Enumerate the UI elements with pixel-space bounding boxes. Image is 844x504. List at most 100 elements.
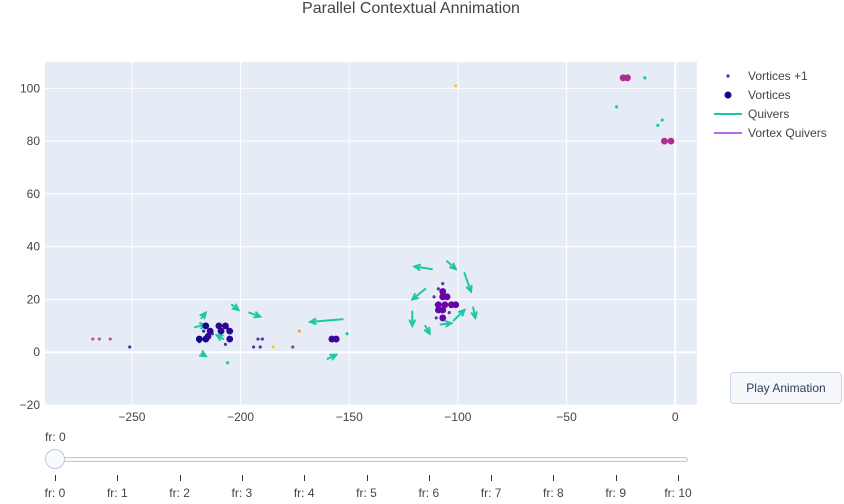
vortex-point bbox=[206, 327, 214, 335]
vortex-point bbox=[215, 322, 223, 330]
y-tick-label: 20 bbox=[27, 292, 41, 306]
points-layer bbox=[91, 74, 675, 365]
vortex-point bbox=[195, 335, 203, 343]
chart-title: Parallel Contextual Annimation bbox=[302, 0, 520, 17]
vortex-plus-1-point bbox=[441, 282, 445, 286]
slider-step-label[interactable]: fr: 6 bbox=[418, 486, 440, 500]
vortex-point bbox=[667, 137, 675, 145]
vortex-plus-1-point bbox=[271, 345, 275, 349]
quiver-arrowhead bbox=[198, 350, 208, 358]
quiver-arrowhead bbox=[457, 308, 467, 317]
legend-item-vortices[interactable]: Vortices bbox=[712, 85, 827, 104]
quiver-arrow bbox=[309, 318, 344, 323]
slider-step-label[interactable]: fr: 7 bbox=[480, 486, 502, 500]
vortex-point bbox=[226, 335, 234, 343]
quiver-arrowhead bbox=[253, 311, 263, 319]
vortex-point bbox=[439, 288, 447, 295]
quiver-arrowhead bbox=[214, 333, 224, 342]
dot-icon bbox=[724, 91, 732, 98]
legend-label: Quivers bbox=[748, 106, 790, 121]
y-tick-label: 80 bbox=[27, 134, 41, 148]
vortex-plus-1-point bbox=[223, 342, 227, 346]
slider-current-value: fr: 0 bbox=[45, 430, 66, 444]
vortex-plus-1-point bbox=[91, 337, 95, 341]
vortex-point bbox=[217, 327, 225, 335]
vortex-plus-1-point bbox=[434, 316, 438, 320]
vortex-point bbox=[441, 301, 449, 309]
vortex-point bbox=[624, 74, 631, 82]
grid-lines bbox=[45, 62, 697, 406]
vortex-plus-1-point bbox=[202, 329, 206, 333]
vortex-point bbox=[221, 322, 229, 330]
vortex-plus-1-point bbox=[252, 345, 256, 349]
vortex-plus-1-point bbox=[454, 84, 458, 88]
quiver-arrow bbox=[463, 272, 472, 293]
vortex-point bbox=[332, 335, 340, 343]
plot-area bbox=[45, 62, 697, 405]
x-tick-label: 0 bbox=[672, 410, 679, 424]
vortex-plus-1-point bbox=[258, 345, 262, 349]
slider-tick-mark bbox=[304, 475, 306, 481]
vortex-plus-1-point bbox=[297, 329, 301, 333]
vortex-point bbox=[661, 137, 668, 145]
slider-tick-mark bbox=[55, 475, 56, 481]
quiver-arrowhead bbox=[408, 319, 416, 329]
quiver-arrowhead bbox=[444, 320, 454, 328]
vortex-plus-1-point bbox=[643, 76, 647, 80]
quiver-arrow bbox=[411, 287, 427, 301]
vortex-point bbox=[439, 314, 447, 322]
slider-tick-mark bbox=[179, 475, 181, 481]
slider-step-label[interactable]: fr: 4 bbox=[293, 486, 315, 500]
quiver-arrowhead bbox=[423, 326, 431, 336]
play-animation-button[interactable]: Play Animation bbox=[730, 372, 842, 404]
quiver-arrowhead bbox=[231, 303, 241, 312]
y-tick-label: −20 bbox=[20, 398, 41, 412]
slider-step-label[interactable]: fr: 1 bbox=[106, 486, 128, 500]
quiver-arrowhead bbox=[449, 262, 458, 271]
legend-item-vortices-plus-1[interactable]: Vortices +1 bbox=[712, 66, 827, 85]
slider-step-label[interactable]: fr: 5 bbox=[356, 486, 377, 500]
legend-item-vortex-quivers[interactable]: Vortex Quivers bbox=[712, 123, 827, 142]
slider-step-label[interactable]: fr: 3 bbox=[231, 486, 253, 500]
quiver-arrowhead bbox=[465, 284, 473, 294]
slider-track[interactable] bbox=[46, 457, 688, 462]
slider-tick-mark bbox=[491, 475, 493, 481]
vortex-point bbox=[204, 333, 212, 340]
slider-step-label[interactable]: fr: 0 bbox=[44, 486, 66, 500]
slider-step-label[interactable]: fr: 9 bbox=[605, 486, 627, 500]
line-icon bbox=[714, 131, 742, 134]
vortex-plus-1-point bbox=[260, 337, 264, 341]
quiver-arrowhead bbox=[470, 311, 478, 321]
x-tick-label: −150 bbox=[336, 410, 363, 424]
slider-tick-mark bbox=[241, 475, 243, 481]
vortex-plus-1-point bbox=[256, 337, 260, 341]
quiver-arrow bbox=[413, 265, 433, 271]
x-axis-ticks: −250 −200 −150 −100 −50 0 bbox=[118, 410, 679, 424]
vortex-plus-1-point bbox=[432, 295, 436, 299]
vortex-plus-1-point bbox=[97, 337, 101, 341]
y-axis-ticks: −20 0 20 40 60 80 100 bbox=[20, 81, 41, 412]
vortex-plus-1-point bbox=[436, 287, 440, 291]
vortex-plus-1-point bbox=[225, 361, 230, 365]
y-tick-label: 40 bbox=[27, 240, 41, 254]
vortex-plus-1-point bbox=[660, 118, 664, 122]
slider-step-label[interactable]: fr: 2 bbox=[169, 486, 190, 500]
vortex-point bbox=[452, 301, 460, 309]
y-tick-label: 0 bbox=[33, 345, 40, 359]
slider-step-label[interactable]: fr: 8 bbox=[543, 486, 564, 500]
vortex-point bbox=[226, 327, 234, 335]
vortex-plus-1-point bbox=[345, 332, 349, 336]
slider-handle[interactable] bbox=[45, 449, 65, 469]
vortex-plus-1-point bbox=[447, 311, 451, 315]
vortex-plus-1-point bbox=[614, 105, 619, 109]
vortex-point bbox=[202, 322, 210, 330]
x-tick-label: −200 bbox=[227, 410, 254, 424]
quiver-arrowhead bbox=[307, 317, 317, 326]
slider-tick-mark bbox=[615, 475, 617, 481]
x-tick-label: −50 bbox=[556, 410, 577, 424]
legend-item-quivers[interactable]: Quivers bbox=[712, 104, 827, 123]
legend: Vortices +1 Vortices Quivers Vortex Quiv… bbox=[712, 66, 827, 142]
vortex-plus-1-point bbox=[108, 337, 112, 341]
slider-step-label[interactable]: fr: 10 bbox=[664, 486, 692, 500]
